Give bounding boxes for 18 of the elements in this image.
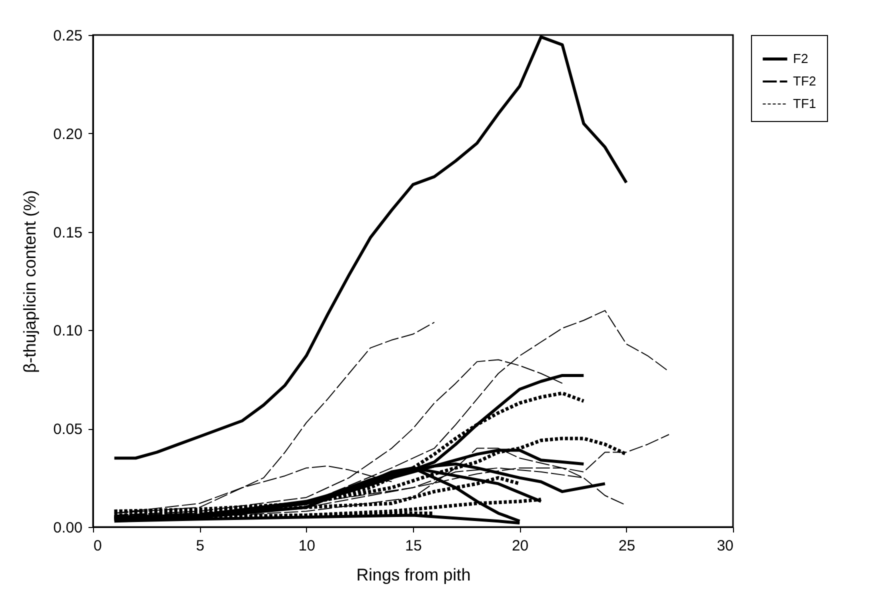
legend-label: TF1 — [793, 96, 816, 111]
y-tick-label: 0.25 — [53, 28, 82, 44]
x-tick-label: 30 — [716, 538, 734, 554]
y-tick-label: 0.15 — [53, 224, 82, 242]
y-tick-label: 0.10 — [53, 322, 82, 340]
x-tick-label: 0 — [94, 538, 102, 554]
y-tick-label: 0.00 — [53, 520, 82, 536]
x-tick-label: 5 — [196, 538, 204, 554]
legend-label: TF2 — [793, 74, 816, 88]
x-tick-label: 10 — [298, 538, 316, 554]
y-tick-label: 0.05 — [53, 421, 82, 438]
y-tick-label: 0.20 — [53, 126, 82, 143]
x-tick-label: 20 — [512, 538, 529, 554]
x-tick-label: 15 — [405, 538, 422, 554]
y-axis-title: β-thujaplicin content (%) — [20, 190, 40, 373]
x-axis-title: Rings from pith — [356, 566, 471, 584]
legend-label: F2 — [793, 51, 808, 66]
x-tick-label: 25 — [618, 538, 636, 554]
